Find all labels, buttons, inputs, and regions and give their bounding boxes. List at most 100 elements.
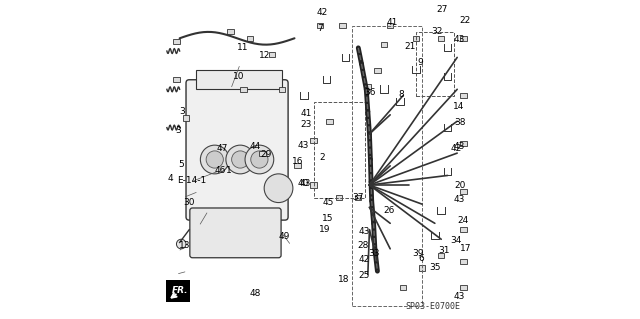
Bar (278, 87, 285, 92)
Bar (460, 285, 467, 290)
Text: 41: 41 (301, 109, 312, 118)
Circle shape (232, 151, 249, 168)
Text: 27: 27 (436, 5, 447, 14)
Text: 22: 22 (460, 16, 471, 25)
Bar (438, 36, 444, 41)
Text: SP03-E0700E: SP03-E0700E (406, 302, 461, 311)
FancyBboxPatch shape (190, 208, 281, 258)
Text: 31: 31 (438, 246, 449, 255)
Circle shape (264, 174, 293, 203)
Bar (339, 23, 346, 28)
Text: 3: 3 (175, 126, 181, 135)
Text: 43: 43 (454, 292, 465, 301)
Text: 10: 10 (233, 72, 244, 81)
Bar (269, 52, 275, 57)
Text: 12: 12 (259, 51, 270, 60)
Bar (460, 227, 467, 232)
Text: 41: 41 (387, 18, 399, 27)
Text: 42: 42 (451, 144, 462, 153)
Bar (326, 119, 333, 124)
Bar (227, 29, 234, 34)
Text: 8: 8 (399, 90, 404, 99)
Text: 28: 28 (357, 241, 369, 250)
Bar (460, 36, 467, 41)
Bar (336, 195, 342, 200)
Bar (419, 265, 425, 271)
Bar (387, 23, 394, 28)
Text: 43: 43 (453, 35, 465, 44)
Circle shape (226, 145, 255, 174)
Text: 43: 43 (298, 141, 309, 150)
Bar (259, 151, 266, 156)
Bar (317, 23, 323, 28)
Bar (294, 163, 301, 168)
Text: 30: 30 (184, 198, 195, 207)
Bar (246, 36, 253, 41)
Circle shape (206, 151, 223, 168)
Circle shape (251, 151, 268, 168)
Text: 45: 45 (323, 198, 333, 207)
Text: 5: 5 (179, 160, 184, 169)
Text: 26: 26 (384, 206, 396, 215)
Text: 16: 16 (292, 157, 303, 166)
Bar (413, 36, 419, 41)
Text: 9: 9 (418, 58, 424, 67)
Text: 34: 34 (450, 236, 461, 245)
Text: 3: 3 (179, 107, 185, 116)
Text: 43: 43 (454, 195, 465, 204)
Bar (365, 84, 371, 89)
Text: 24: 24 (458, 216, 468, 225)
Bar (460, 93, 467, 98)
Bar (460, 259, 467, 264)
Circle shape (200, 145, 229, 174)
Bar (416, 32, 454, 96)
Bar (183, 115, 189, 121)
Text: 1: 1 (226, 166, 232, 175)
Text: 25: 25 (358, 271, 370, 280)
Text: 33: 33 (368, 249, 380, 258)
Text: 44: 44 (250, 142, 261, 151)
Bar (352, 26, 422, 306)
Text: 29: 29 (260, 150, 272, 159)
Circle shape (177, 239, 186, 249)
Text: E-14-1: E-14-1 (177, 176, 206, 185)
Text: 19: 19 (319, 225, 330, 234)
Text: 7: 7 (317, 24, 323, 33)
Text: 46: 46 (215, 166, 226, 175)
Bar (460, 141, 467, 146)
FancyBboxPatch shape (166, 280, 190, 302)
Text: 36: 36 (365, 88, 376, 97)
Text: 37: 37 (352, 193, 364, 202)
Text: 43: 43 (300, 179, 311, 188)
Text: 40: 40 (298, 179, 309, 188)
Text: 48: 48 (250, 289, 261, 298)
Bar (381, 42, 387, 47)
Text: 13: 13 (179, 241, 190, 250)
Bar (355, 195, 362, 200)
Text: FR.: FR. (172, 286, 189, 295)
Circle shape (245, 145, 274, 174)
Text: 43: 43 (453, 142, 465, 151)
Text: 14: 14 (453, 102, 465, 111)
Text: 42: 42 (358, 256, 370, 264)
Bar (196, 70, 282, 89)
Text: 42: 42 (317, 8, 328, 17)
Text: 43: 43 (358, 227, 370, 236)
Text: 15: 15 (322, 214, 333, 223)
Bar (438, 253, 444, 258)
Text: 20: 20 (454, 181, 466, 189)
Text: 23: 23 (300, 120, 311, 129)
Text: 4: 4 (167, 174, 173, 183)
Text: 39: 39 (413, 249, 424, 258)
Text: 21: 21 (404, 42, 415, 51)
Text: 49: 49 (278, 232, 290, 241)
Bar (173, 77, 180, 82)
Text: 47: 47 (217, 144, 228, 153)
Bar (310, 182, 317, 188)
Bar (400, 285, 406, 290)
Text: 2: 2 (320, 153, 325, 162)
Text: 18: 18 (338, 275, 349, 284)
Bar (374, 68, 381, 73)
Text: 6: 6 (419, 254, 424, 263)
Text: 17: 17 (460, 244, 472, 253)
